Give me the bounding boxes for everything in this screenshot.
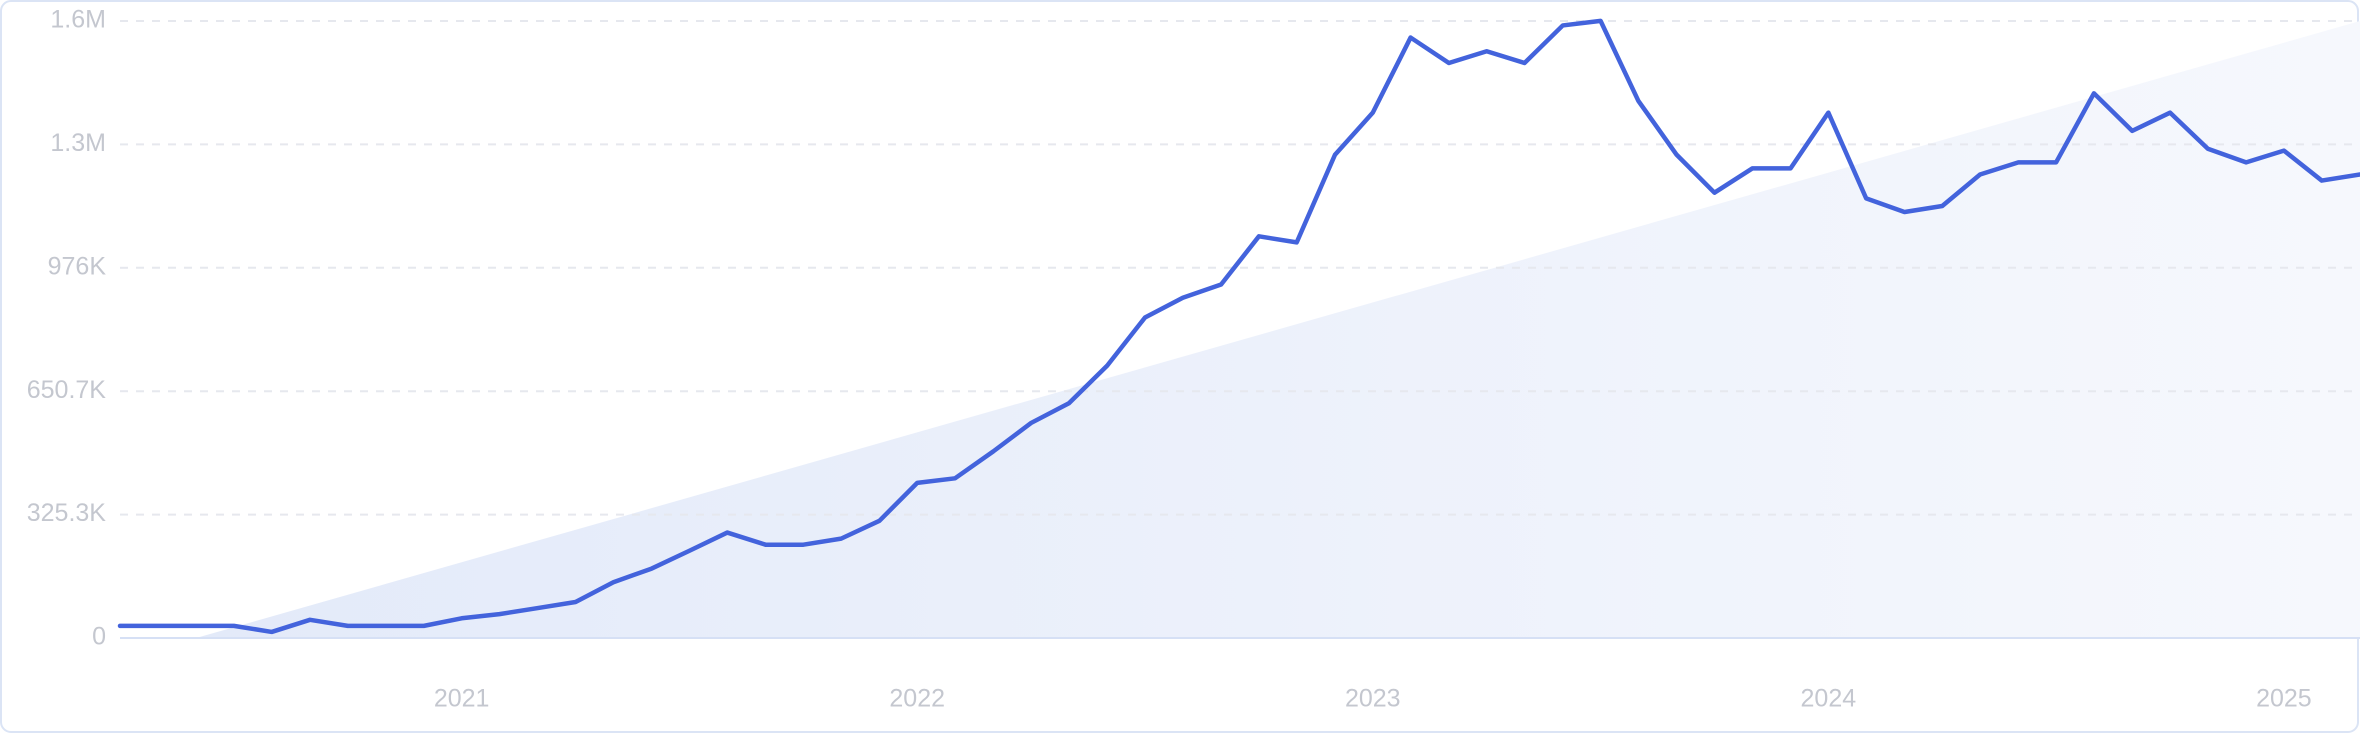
y-tick-label: 976K (48, 252, 107, 280)
x-tick-label: 2024 (1801, 685, 1857, 713)
x-tick-label: 2022 (889, 685, 945, 713)
x-tick-label: 2023 (1345, 685, 1401, 713)
y-tick-label: 1.6M (50, 6, 106, 34)
x-tick-label: 2025 (2256, 685, 2312, 713)
x-tick-label: 2021 (434, 685, 490, 713)
trend-area (196, 21, 2360, 638)
y-tick-label: 1.3M (50, 129, 106, 157)
y-tick-label: 650.7K (27, 376, 107, 404)
y-tick-label: 0 (92, 623, 106, 651)
data-line (117, 18, 2360, 635)
y-tick-label: 325.3K (27, 499, 107, 527)
